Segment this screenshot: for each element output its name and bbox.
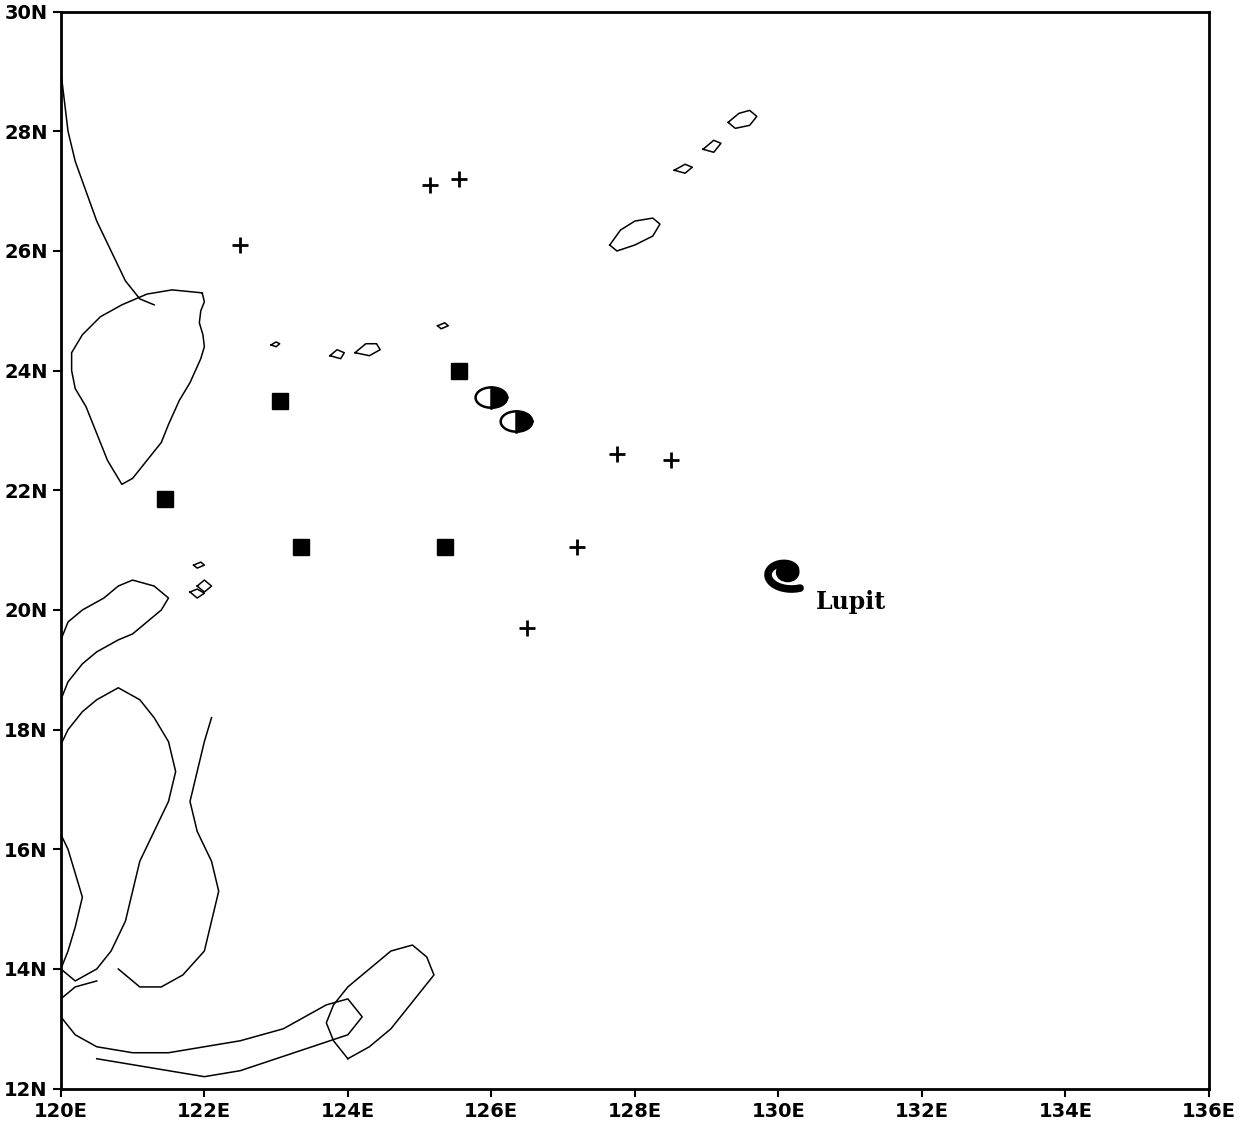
Polygon shape <box>517 412 532 432</box>
Polygon shape <box>476 387 491 407</box>
Polygon shape <box>501 412 517 432</box>
Circle shape <box>776 562 799 582</box>
Text: Lupit: Lupit <box>816 591 887 614</box>
Polygon shape <box>491 387 507 407</box>
